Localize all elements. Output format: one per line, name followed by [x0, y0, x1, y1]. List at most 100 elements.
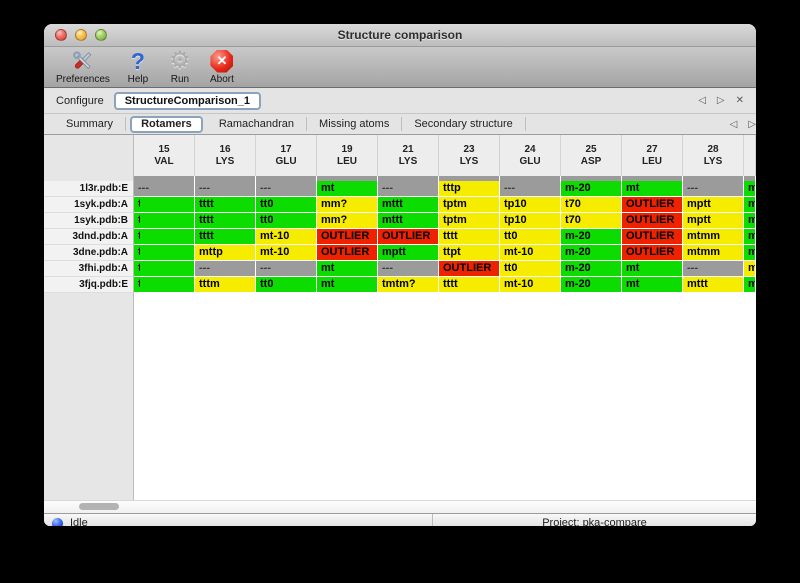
rotamer-cell[interactable]: --- — [683, 181, 744, 197]
rotamer-cell[interactable]: --- — [195, 261, 256, 277]
rotamer-cell[interactable]: mptt — [378, 245, 439, 261]
rotamer-cell[interactable]: --- — [500, 181, 561, 197]
rotamer-cell[interactable]: --- — [378, 261, 439, 277]
rotamer-cell[interactable]: ttpt — [439, 245, 500, 261]
rotamer-cell[interactable]: m — [744, 277, 756, 293]
rotamer-cell[interactable]: tt0 — [500, 229, 561, 245]
rotamer-cell[interactable]: mt — [317, 181, 378, 197]
row-label[interactable]: 3dnd.pdb:A — [44, 229, 133, 245]
zoom-window-button[interactable] — [95, 29, 107, 41]
rotamer-cell[interactable]: mt — [622, 277, 683, 293]
row-label[interactable]: 3dne.pdb:A — [44, 245, 133, 261]
tab-secondary-structure[interactable]: Secondary structure — [402, 117, 526, 131]
close-window-button[interactable] — [55, 29, 67, 41]
rotamer-cell[interactable]: m-20 — [561, 245, 622, 261]
rotamer-cell[interactable]: tp10 — [500, 197, 561, 213]
rotamer-cell[interactable]: mm? — [317, 197, 378, 213]
rotamer-cell[interactable]: mptt — [683, 197, 744, 213]
rotamer-cell[interactable]: t — [134, 229, 195, 245]
rotamer-cell[interactable]: OUTLIER — [622, 229, 683, 245]
rotamer-cell[interactable]: mt-10 — [500, 245, 561, 261]
rotamer-cell[interactable]: t70 — [561, 213, 622, 229]
rotamer-cell[interactable]: mptt — [683, 213, 744, 229]
rotamer-cell[interactable]: t — [134, 197, 195, 213]
rotamer-cell[interactable]: mt — [317, 277, 378, 293]
rotamer-cell[interactable]: tttt — [195, 197, 256, 213]
row-label[interactable]: 1syk.pdb:A — [44, 197, 133, 213]
rotamer-cell[interactable]: mttp — [195, 245, 256, 261]
rotamer-cell[interactable]: tttp — [439, 181, 500, 197]
rotamer-cell[interactable]: OUTLIER — [439, 261, 500, 277]
rotamer-cell[interactable]: OUTLIER — [317, 229, 378, 245]
rotamer-cell[interactable]: tmtm? — [378, 277, 439, 293]
rotamer-cell[interactable]: tttm — [195, 277, 256, 293]
rotamer-cell[interactable]: mt-10 — [256, 245, 317, 261]
horizontal-scrollbar[interactable] — [44, 500, 756, 513]
rotamer-cell[interactable]: --- — [256, 181, 317, 197]
tab-rotamers[interactable]: Rotamers — [130, 115, 203, 133]
rotamer-cell[interactable]: tt0 — [500, 261, 561, 277]
rotamer-cell[interactable]: tptm — [439, 213, 500, 229]
rotamer-cell[interactable]: mttt — [683, 277, 744, 293]
rotamer-cell[interactable]: mt-10 — [500, 277, 561, 293]
tab-missing-atoms[interactable]: Missing atoms — [307, 117, 403, 131]
rotamer-cell[interactable]: t70 — [561, 197, 622, 213]
rotamer-cell[interactable]: m — [744, 261, 756, 277]
rotamer-cell[interactable]: mt-10 — [256, 229, 317, 245]
rotamer-cell[interactable]: OUTLIER — [378, 229, 439, 245]
toolbar-help-button[interactable]: ? Help — [124, 47, 152, 85]
rotamer-cell[interactable]: OUTLIER — [317, 245, 378, 261]
rotamer-cell[interactable]: m — [744, 229, 756, 245]
rotamer-cell[interactable]: --- — [256, 261, 317, 277]
row-label[interactable]: 1l3r.pdb:E — [44, 181, 133, 197]
rotamer-cell[interactable]: m — [744, 197, 756, 213]
rotamer-cell[interactable]: mt — [622, 261, 683, 277]
config-next-icon[interactable]: ▷ — [716, 95, 725, 106]
rotamer-cell[interactable]: OUTLIER — [622, 213, 683, 229]
rotamer-cell[interactable]: OUTLIER — [622, 245, 683, 261]
rotamer-cell[interactable]: m — [744, 245, 756, 261]
toolbar-run-button[interactable]: ⚙ Run — [166, 47, 194, 86]
rotamer-cell[interactable]: m-20 — [561, 181, 622, 197]
rotamer-cell[interactable]: tttt — [439, 229, 500, 245]
rotamer-cell[interactable]: m-20 — [561, 261, 622, 277]
config-close-icon[interactable]: ✕ — [735, 95, 744, 106]
rotamer-cell[interactable]: t — [134, 245, 195, 261]
rotamer-cell[interactable]: tttt — [195, 213, 256, 229]
minimize-window-button[interactable] — [75, 29, 87, 41]
rotamer-cell[interactable]: mm? — [317, 213, 378, 229]
row-label[interactable]: 3fjq.pdb:E — [44, 277, 133, 293]
row-label[interactable]: 1syk.pdb:B — [44, 213, 133, 229]
rotamer-cell[interactable]: t — [134, 277, 195, 293]
rotamer-cell[interactable]: tttt — [195, 229, 256, 245]
configuration-tab[interactable]: StructureComparison_1 — [113, 91, 262, 110]
rotamer-cell[interactable]: tt0 — [256, 213, 317, 229]
rotamer-cell[interactable]: t — [134, 213, 195, 229]
rotamer-cell[interactable]: mttt — [378, 213, 439, 229]
tabs-prev-icon[interactable]: ◁ — [729, 118, 738, 130]
rotamer-cell[interactable]: tp10 — [500, 213, 561, 229]
title-bar[interactable]: Structure comparison — [44, 24, 756, 47]
tab-ramachandran[interactable]: Ramachandran — [207, 117, 308, 131]
config-prev-icon[interactable]: ◁ — [698, 95, 706, 106]
tabs-next-icon[interactable]: ▷ — [748, 118, 756, 130]
row-label[interactable]: 3fhi.pdb:A — [44, 261, 133, 277]
rotamer-cell[interactable]: --- — [683, 261, 744, 277]
rotamer-cell[interactable]: tttt — [439, 277, 500, 293]
rotamer-cell[interactable]: mt — [622, 181, 683, 197]
rotamer-cell[interactable]: --- — [134, 181, 195, 197]
horizontal-scrollbar-thumb[interactable] — [79, 503, 119, 510]
rotamer-cell[interactable]: m — [744, 213, 756, 229]
rotamer-cell[interactable]: m-20 — [561, 277, 622, 293]
toolbar-abort-button[interactable]: ✕ Abort — [208, 47, 236, 85]
rotamer-cell[interactable]: mt — [317, 261, 378, 277]
rotamer-cell[interactable]: mtmm — [683, 245, 744, 261]
rotamer-cell[interactable]: tptm — [439, 197, 500, 213]
rotamer-cell[interactable]: OUTLIER — [622, 197, 683, 213]
rotamer-cell[interactable]: tt0 — [256, 197, 317, 213]
rotamer-cell[interactable]: mtmm — [683, 229, 744, 245]
rotamer-cell[interactable]: --- — [378, 181, 439, 197]
rotamer-cell[interactable]: --- — [195, 181, 256, 197]
rotamer-cell[interactable]: m-20 — [561, 229, 622, 245]
rotamer-cell[interactable]: t — [134, 261, 195, 277]
